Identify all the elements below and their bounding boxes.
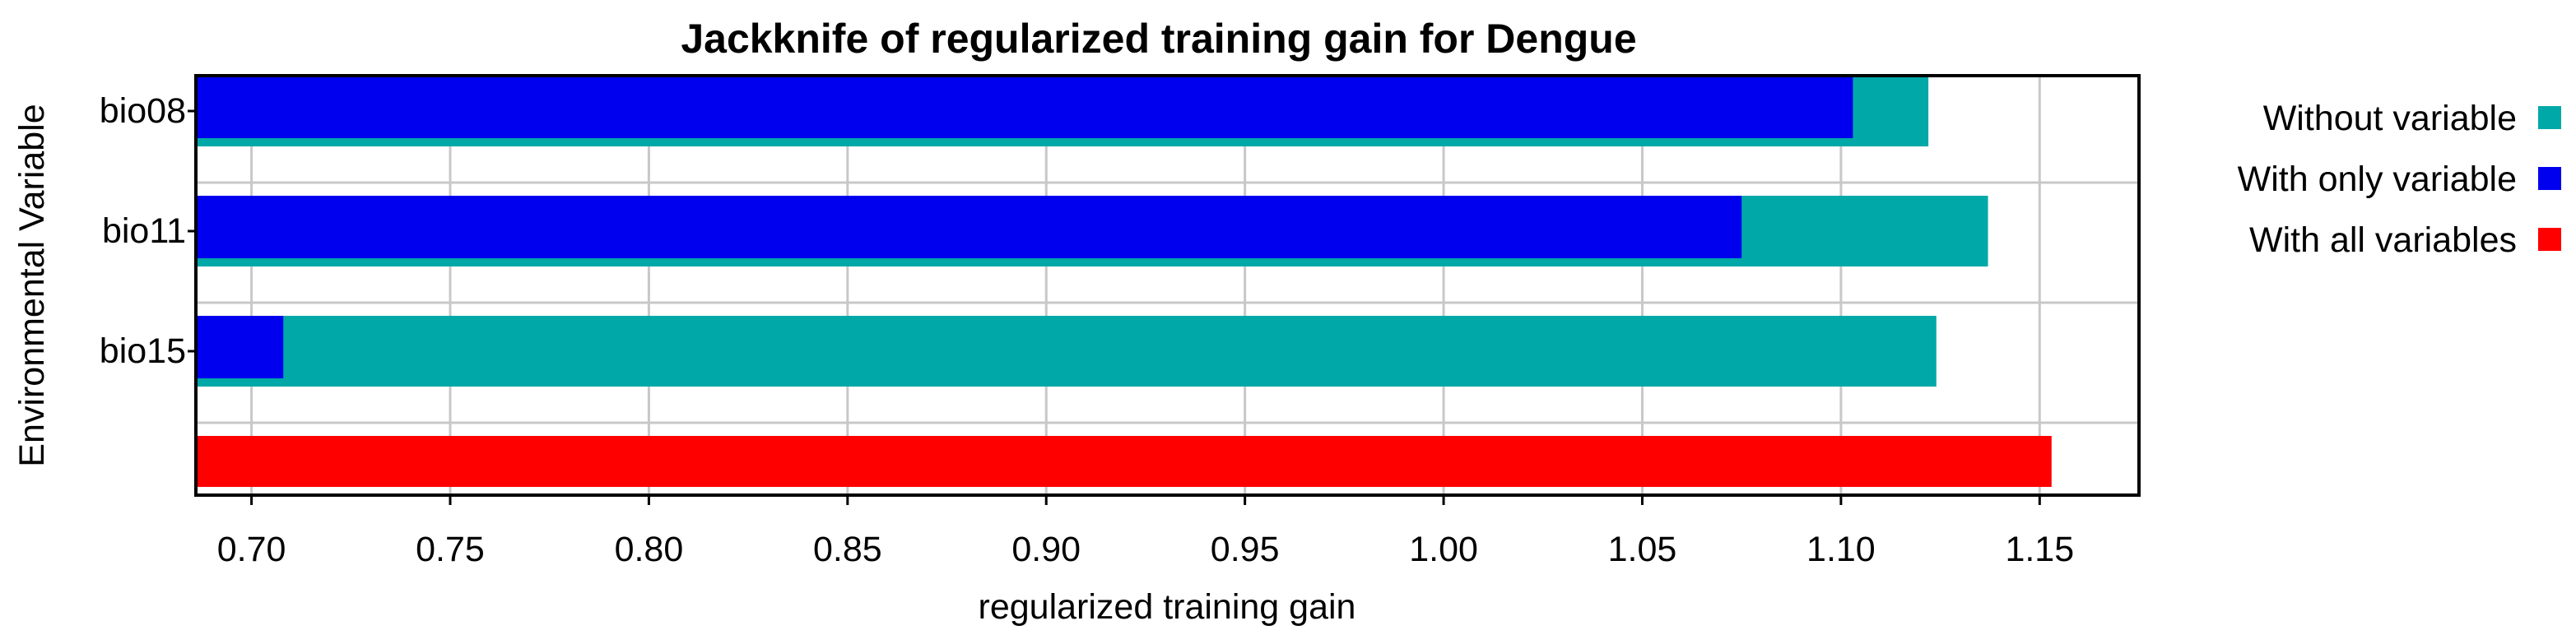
legend-label: With only variable — [2238, 160, 2517, 199]
legend-swatch — [2538, 106, 2561, 129]
legend: Without variable With only variable With a… — [2238, 99, 2561, 260]
y-tick-label: bio08 — [100, 91, 186, 131]
x-tick-label: 0.95 — [1211, 530, 1280, 569]
x-tick-label: 0.70 — [217, 530, 286, 569]
x-tick-label: 0.85 — [813, 530, 882, 569]
y-tick-label: bio11 — [102, 211, 186, 251]
y-tick-label: bio15 — [100, 331, 186, 371]
bar-without-variable — [196, 316, 1937, 387]
y-tick-labels: bio08 bio11 bio15 — [100, 91, 186, 371]
bar-with-only-variable — [196, 76, 1853, 138]
plot-frame-overlay — [194, 74, 2141, 497]
x-tick-label: 1.05 — [1608, 530, 1677, 569]
legend-swatch — [2538, 228, 2561, 251]
legend-label: Without variable — [2263, 99, 2517, 138]
x-tick-labels: 0.70 0.75 0.80 0.85 0.90 0.95 1.00 1.05 1.10 1.15 — [217, 495, 2074, 569]
x-tick-label: 1.00 — [1409, 530, 1478, 569]
chart-title: Jackknife of regularized training gain f… — [681, 16, 1636, 62]
bar-with-only-variable — [196, 316, 284, 378]
y-axis-label: Environmental Variable — [12, 104, 52, 466]
x-tick-label: 0.90 — [1011, 530, 1081, 569]
x-axis-label: regularized training gain — [979, 587, 1356, 627]
bars — [196, 76, 2052, 487]
bar-with-only-variable — [196, 196, 1742, 258]
legend-label: With all variables — [2249, 220, 2517, 260]
bar-with-all-variables — [196, 436, 2052, 487]
plot-area — [188, 74, 2141, 497]
legend-swatch — [2538, 167, 2561, 190]
x-tick-label: 1.10 — [1806, 530, 1876, 569]
x-tick-label: 1.15 — [2005, 530, 2074, 569]
x-tick-label: 0.80 — [615, 530, 684, 569]
x-tick-label: 0.75 — [416, 530, 485, 569]
